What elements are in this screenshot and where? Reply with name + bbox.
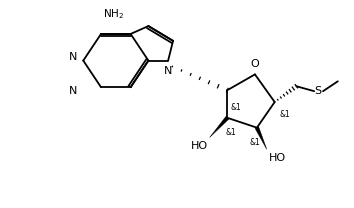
Text: O: O xyxy=(251,59,259,69)
Text: HO: HO xyxy=(269,153,286,163)
Text: S: S xyxy=(314,86,322,96)
Polygon shape xyxy=(255,127,267,149)
Text: N: N xyxy=(69,86,78,96)
Text: N: N xyxy=(164,66,172,76)
Text: &1: &1 xyxy=(225,128,236,137)
Text: NH$_2$: NH$_2$ xyxy=(103,7,124,21)
Text: &1: &1 xyxy=(230,103,241,112)
Text: HO: HO xyxy=(190,141,207,151)
Polygon shape xyxy=(210,116,229,137)
Text: N: N xyxy=(69,52,78,62)
Text: &1: &1 xyxy=(249,137,260,147)
Text: &1: &1 xyxy=(280,110,290,119)
